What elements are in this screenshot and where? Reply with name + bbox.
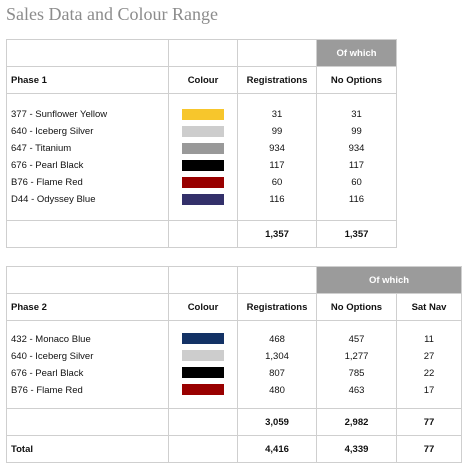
no-options-value: 463 [348, 384, 365, 396]
colour-swatch [182, 193, 224, 205]
colour-swatch-item [173, 140, 233, 157]
colour-swatch-item [173, 382, 233, 399]
no-options-value: 117 [348, 160, 365, 171]
phase1-total-blank-cell [168, 220, 238, 248]
no-options-value: 31 [351, 109, 362, 120]
phase2-names-cell: 432 - Monaco Blue 640 - Iceberg Silver 676… [6, 320, 169, 409]
colour-swatch-item [173, 174, 233, 191]
phase2-table: Of which Phase 2 Colour Registrations No… [6, 266, 462, 463]
phase1-of-which-header: Of which [316, 39, 397, 67]
grand-total-sat-nav: 77 [396, 435, 462, 463]
registrations-value: 1,304 [265, 350, 289, 362]
colour-swatch-item [173, 331, 233, 348]
colour-name: B76 - Flame Red [11, 384, 83, 396]
phase1-colour-header: Colour [168, 66, 238, 94]
colour-swatch [182, 125, 224, 137]
phase1-registrations-header: Registrations [237, 66, 317, 94]
phase1-table: Of which Phase 1 Colour Registrations No… [6, 39, 397, 248]
colour-swatch-item [173, 365, 233, 382]
sat-nav-value: 22 [423, 367, 435, 379]
colour-swatch [182, 367, 224, 379]
phase1-registrations-cell: 31 99 934 117 60 116 [237, 93, 317, 221]
no-options-value: 116 [348, 194, 365, 205]
registrations-value: 480 [269, 384, 285, 396]
colour-name: B76 - Flame Red [11, 177, 83, 188]
colour-swatch-item [173, 106, 233, 123]
phase2-phase-header: Phase 2 [6, 293, 169, 321]
phase1-header-spacer [168, 39, 238, 67]
colour-name: 432 - Monaco Blue [11, 333, 91, 345]
colour-name: 676 - Pearl Black [11, 367, 84, 379]
registrations-value: 116 [269, 194, 285, 205]
colour-name: 640 - Iceberg Silver [11, 126, 94, 137]
phase2-header-spacer [6, 266, 169, 294]
registrations-value: 31 [271, 109, 283, 120]
phase2-subtotal-blank-cell [168, 408, 238, 436]
registrations-value: 934 [269, 143, 285, 154]
colour-swatch [182, 176, 224, 188]
phase2-header-spacer [168, 266, 238, 294]
colour-name: 676 - Pearl Black [11, 160, 84, 171]
phase1-names-cell: 377 - Sunflower Yellow 640 - Iceberg Silv… [6, 93, 169, 221]
phase2-registrations-header: Registrations [237, 293, 317, 321]
phase2-swatches-cell [168, 320, 238, 409]
phase2-no-options-header: No Options [316, 293, 397, 321]
registrations-value: 60 [271, 177, 283, 188]
no-options-value: 457 [348, 333, 365, 345]
no-options-value: 60 [351, 177, 362, 188]
page-title: Sales Data and Colour Range [6, 4, 218, 24]
phase1-total-label-cell [6, 220, 169, 248]
phase2-sat-nav-header: Sat Nav [396, 293, 462, 321]
phase2-subtotal-sat-nav: 77 [396, 408, 462, 436]
phase2-registrations-cell: 468 1,304 807 480 [237, 320, 317, 409]
colour-swatch [182, 142, 224, 154]
phase1-swatches-cell [168, 93, 238, 221]
sat-nav-value: 11 [424, 333, 434, 345]
grand-total-registrations: 4,416 [237, 435, 317, 463]
phase1-no-options-cell: 31 99 934 117 60 116 [316, 93, 397, 221]
phase1-total-no-options: 1,357 [316, 220, 397, 248]
registrations-value: 117 [269, 160, 285, 171]
sat-nav-value: 17 [423, 384, 435, 396]
phase1-total-registrations: 1,357 [237, 220, 317, 248]
registrations-value: 468 [269, 333, 285, 345]
colour-swatch-item [173, 191, 233, 208]
phase2-header-spacer [237, 266, 317, 294]
colour-swatch-item [173, 157, 233, 174]
phase2-no-options-cell: 457 1,277 785 463 [316, 320, 397, 409]
colour-name: 640 - Iceberg Silver [11, 350, 94, 362]
colour-swatch [182, 350, 224, 362]
colour-swatch [182, 384, 224, 396]
phase1-header-spacer [6, 39, 169, 67]
phase1-phase-header: Phase 1 [6, 66, 169, 94]
colour-name: D44 - Odyssey Blue [11, 194, 96, 205]
registrations-value: 99 [271, 126, 283, 137]
colour-name: 647 - Titanium [11, 143, 72, 154]
grand-total-no-options: 4,339 [316, 435, 397, 463]
sat-nav-value: 27 [423, 350, 435, 362]
phase2-subtotal-label-cell [6, 408, 169, 436]
grand-total-label: Total [6, 435, 169, 463]
phase2-sat-nav-cell: 11 27 22 17 [396, 320, 462, 409]
colour-swatch [182, 333, 224, 345]
phase2-subtotal-no-options: 2,982 [316, 408, 397, 436]
phase2-subtotal-registrations: 3,059 [237, 408, 317, 436]
colour-name: 377 - Sunflower Yellow [11, 109, 108, 120]
phase1-header-spacer [237, 39, 317, 67]
grand-total-blank-cell [168, 435, 238, 463]
phase2-colour-header: Colour [168, 293, 238, 321]
registrations-value: 807 [269, 367, 285, 379]
no-options-value: 99 [351, 126, 362, 137]
colour-swatch [182, 108, 224, 120]
colour-swatch-item [173, 123, 233, 140]
colour-swatch-item [173, 348, 233, 365]
no-options-value: 934 [348, 143, 365, 154]
phase1-no-options-header: No Options [316, 66, 397, 94]
no-options-value: 785 [348, 367, 365, 379]
no-options-value: 1,277 [344, 350, 369, 362]
colour-swatch [182, 159, 224, 171]
phase2-of-which-header: Of which [316, 266, 462, 294]
